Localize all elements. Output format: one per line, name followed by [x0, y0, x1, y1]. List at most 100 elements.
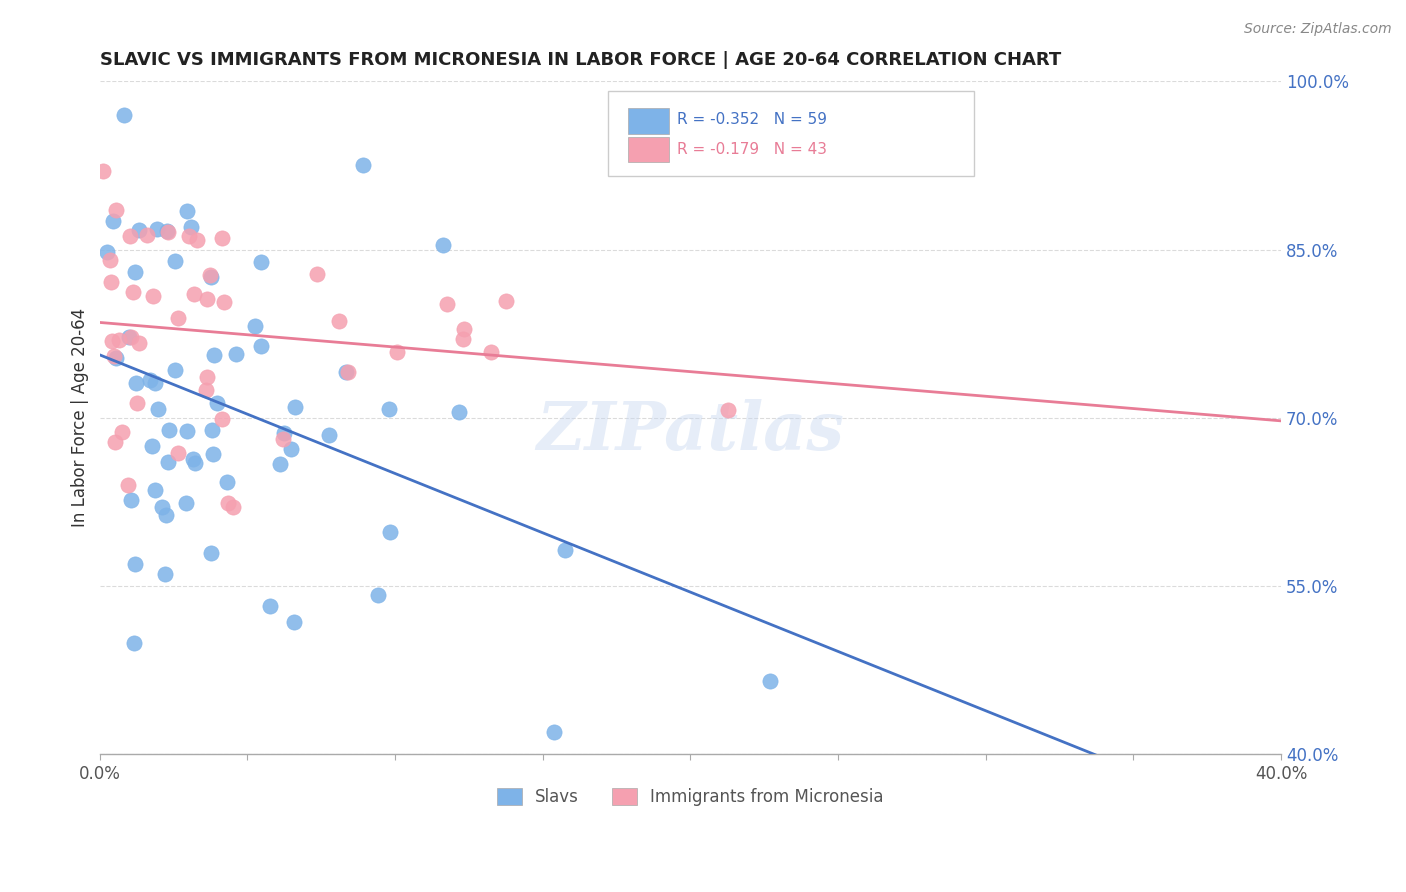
Point: [180, 220, 202, 235]
Point: [146, 222, 169, 236]
Point: [122, 636, 145, 650]
Point: [103, 349, 125, 363]
Point: [318, 427, 340, 442]
Point: [176, 424, 198, 438]
Point: [211, 230, 233, 244]
Point: [250, 339, 273, 353]
Text: Source: ZipAtlas.com: Source: ZipAtlas.com: [1244, 22, 1392, 37]
Point: [177, 229, 200, 244]
Point: [201, 423, 224, 437]
Point: [195, 292, 218, 306]
Point: [105, 203, 128, 218]
Point: [759, 674, 782, 689]
Point: [211, 412, 233, 426]
Point: [283, 615, 305, 630]
Point: [352, 158, 374, 172]
Point: [186, 233, 208, 247]
Point: [269, 457, 291, 471]
FancyBboxPatch shape: [627, 108, 669, 134]
Point: [202, 348, 225, 362]
Point: [259, 599, 281, 614]
Point: [495, 294, 517, 309]
Point: [91, 164, 114, 178]
Point: [201, 447, 224, 461]
FancyBboxPatch shape: [627, 136, 669, 162]
Point: [104, 351, 127, 366]
Point: [124, 265, 146, 279]
Point: [150, 500, 173, 514]
Point: [328, 314, 350, 328]
Point: [167, 310, 190, 325]
Point: [100, 275, 122, 289]
Point: [336, 365, 359, 379]
Point: [122, 285, 145, 299]
Point: [136, 227, 159, 242]
Point: [207, 396, 229, 410]
Point: [124, 558, 146, 572]
Point: [96, 245, 118, 260]
Point: [128, 222, 150, 236]
Y-axis label: In Labor Force | Age 20-64: In Labor Force | Age 20-64: [72, 309, 89, 527]
Point: [378, 401, 401, 416]
Point: [217, 496, 239, 510]
Point: [143, 376, 166, 390]
Point: [138, 373, 160, 387]
Text: R = -0.179   N = 43: R = -0.179 N = 43: [678, 142, 827, 157]
Point: [385, 345, 408, 359]
Point: [380, 524, 402, 539]
Point: [146, 401, 169, 416]
Point: [273, 426, 295, 441]
Point: [120, 493, 142, 508]
Point: [225, 347, 247, 361]
Point: [215, 475, 238, 490]
FancyBboxPatch shape: [607, 92, 974, 176]
Point: [198, 268, 221, 283]
Point: [108, 333, 131, 347]
Point: [432, 237, 454, 252]
Point: [436, 297, 458, 311]
Point: [156, 225, 179, 239]
Point: [280, 442, 302, 456]
Point: [176, 204, 198, 219]
Point: [284, 400, 307, 414]
Point: [111, 425, 134, 439]
Point: [125, 376, 148, 391]
Point: [305, 267, 328, 281]
Point: [717, 403, 740, 417]
Point: [101, 334, 124, 348]
Point: [451, 332, 474, 346]
Point: [174, 496, 197, 510]
Point: [183, 451, 205, 466]
Point: [101, 214, 124, 228]
Point: [195, 370, 218, 384]
Point: [112, 108, 135, 122]
Point: [120, 329, 142, 343]
Point: [157, 423, 180, 437]
Point: [143, 483, 166, 497]
Point: [155, 566, 177, 581]
Point: [98, 253, 121, 268]
Point: [200, 546, 222, 560]
Legend: Slavs, Immigrants from Micronesia: Slavs, Immigrants from Micronesia: [489, 781, 890, 814]
Point: [250, 255, 273, 269]
Point: [125, 396, 148, 410]
Point: [104, 435, 127, 450]
Point: [156, 224, 179, 238]
Point: [194, 383, 217, 397]
Point: [184, 456, 207, 470]
Point: [222, 500, 245, 515]
Point: [335, 365, 357, 379]
Point: [200, 270, 222, 285]
Point: [479, 345, 502, 359]
Point: [163, 363, 186, 377]
Point: [243, 318, 266, 333]
Point: [157, 455, 180, 469]
Point: [155, 508, 177, 522]
Point: [163, 254, 186, 268]
Text: SLAVIC VS IMMIGRANTS FROM MICRONESIA IN LABOR FORCE | AGE 20-64 CORRELATION CHAR: SLAVIC VS IMMIGRANTS FROM MICRONESIA IN …: [100, 51, 1062, 69]
Point: [128, 335, 150, 350]
Point: [447, 405, 470, 419]
Point: [117, 477, 139, 491]
Point: [118, 330, 141, 344]
Point: [142, 289, 165, 303]
